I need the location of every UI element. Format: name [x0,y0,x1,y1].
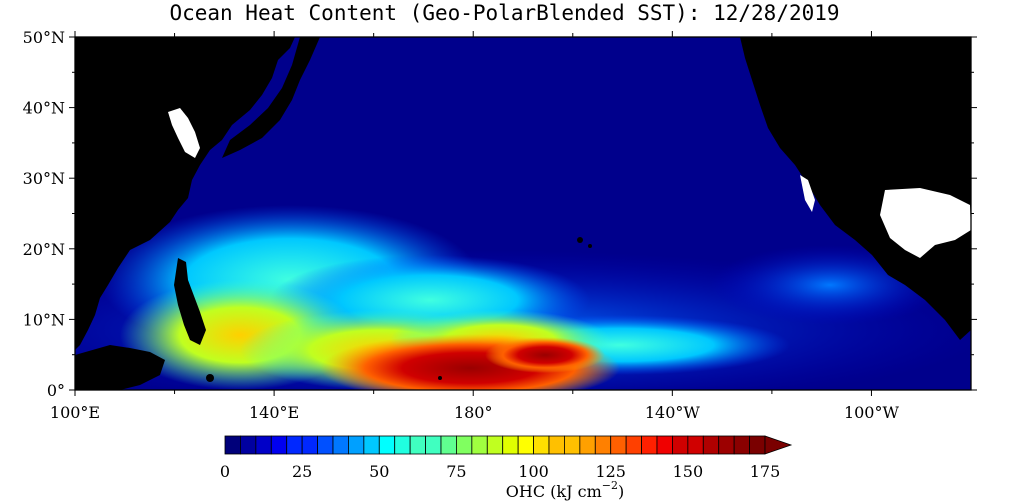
lat-label: 30°N [23,169,65,188]
colorbar-bin [486,435,504,455]
colorbar-bin [440,435,457,455]
colorbar-bin [641,435,658,455]
colorbar-tick-label: 25 [292,462,312,481]
colorbar-tick-label: 125 [595,462,626,481]
lat-label: 20°N [23,240,65,259]
island-2 [438,376,442,380]
colorbar-bin [625,435,642,455]
colorbar-bin [270,435,288,455]
colorbar-tick-label: 0 [220,462,230,481]
colorbar-bin [594,435,612,455]
colorbar-bin [301,435,318,455]
colorbar-bin [702,435,720,455]
land-masses [75,37,971,390]
philippines [174,258,206,345]
colorbar-bin [425,435,442,455]
colorbar-bin [749,435,766,455]
north-america [740,37,971,340]
colorbar-bin [394,435,411,455]
gulf-of-mexico [880,188,971,258]
colorbar-bin [533,435,550,455]
colorbar-tick-label: 75 [446,462,466,481]
colorbar-bin [517,435,534,455]
colorbar-bin [548,435,565,455]
lat-label: 10°N [23,310,65,329]
baja-coast [800,175,815,212]
sea-of-japan-coast [168,108,200,158]
colorbar-bin [456,435,473,455]
colorbar-bin [502,435,519,455]
lon-label: 100°E [50,403,100,422]
colorbar-tick-label: 175 [750,462,781,481]
colorbar-label: OHC (kJ cm−2) [506,479,624,501]
latitude-axis: 50°N 40°N 30°N 20°N 10°N 0° [23,28,977,400]
colorbar-bin [409,435,426,455]
colorbar-bin [687,435,704,455]
colorbar-bin [255,435,272,455]
island-1 [206,374,214,382]
colorbar-bin [378,435,396,455]
colorbar-ticks: 0 25 50 75 100 125 150 175 [220,462,780,481]
colorbar-bin [733,435,750,455]
hawaii-islands [577,237,583,243]
lat-label: 50°N [23,28,65,47]
lat-label: 0° [47,381,65,400]
lat-label: 40°N [23,99,65,118]
colorbar-tick-label: 100 [518,462,549,481]
colorbar [224,435,793,455]
hot-core-east [485,337,605,373]
lon-label: 100°W [844,403,900,422]
colorbar-bin [564,435,581,455]
colorbar-bin [317,435,334,455]
colorbar-tick-label: 50 [369,462,389,481]
colorbar-bin [672,435,689,455]
colorbar-tick-label: 150 [673,462,704,481]
asia-mainland [75,37,295,350]
colorbar-bin [656,435,673,455]
colorbar-bin [579,435,596,455]
map-title: Ocean Heat Content (Geo-PolarBlended SST… [169,1,840,25]
colorbar-bin [718,435,735,455]
colorbar-bin [363,435,380,455]
japan-islands [222,37,320,158]
lon-label: 180° [454,403,493,422]
colorbar-bin [286,435,303,455]
lon-label: 140°W [645,403,701,422]
colorbar-bin [224,435,241,455]
colorbar-bin [332,435,349,455]
hawaii-islands-2 [588,244,592,248]
borneo [75,345,165,390]
colorbar-bin [348,435,365,455]
colorbar-extend-arrow [764,435,793,455]
longitude-axis: 100°E 140°E 180° 140°W 100°W [50,31,900,422]
lon-label: 140°E [249,403,299,422]
colorbar-bin [471,435,488,455]
colorbar-bin [240,435,257,455]
colorbar-bin [610,435,627,455]
